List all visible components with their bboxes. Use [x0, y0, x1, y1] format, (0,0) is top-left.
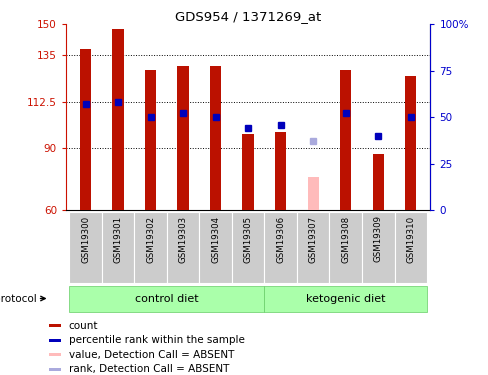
Bar: [112, 28, 123, 210]
Text: GSM19305: GSM19305: [243, 215, 252, 262]
Bar: [102, 212, 134, 283]
Bar: [49, 339, 61, 342]
Bar: [49, 324, 61, 327]
Text: value, Detection Call = ABSENT: value, Detection Call = ABSENT: [69, 350, 234, 360]
Bar: [69, 286, 264, 312]
Text: count: count: [69, 321, 98, 331]
Bar: [264, 212, 296, 283]
Bar: [394, 212, 426, 283]
Bar: [80, 49, 91, 210]
Bar: [296, 212, 329, 283]
Bar: [144, 70, 156, 210]
Bar: [199, 212, 231, 283]
Text: GSM19310: GSM19310: [406, 215, 414, 262]
Bar: [49, 353, 61, 356]
Text: protocol: protocol: [0, 294, 36, 303]
Bar: [177, 66, 188, 210]
Bar: [69, 212, 102, 283]
Text: GSM19306: GSM19306: [276, 215, 285, 262]
Bar: [242, 134, 253, 210]
Bar: [361, 212, 394, 283]
Bar: [307, 177, 318, 210]
Bar: [134, 212, 166, 283]
Text: ketogenic diet: ketogenic diet: [305, 294, 385, 303]
Bar: [274, 132, 286, 210]
Bar: [209, 66, 221, 210]
Text: control diet: control diet: [135, 294, 198, 303]
Text: GSM19308: GSM19308: [341, 215, 349, 262]
Bar: [264, 286, 426, 312]
Bar: [166, 212, 199, 283]
Text: rank, Detection Call = ABSENT: rank, Detection Call = ABSENT: [69, 364, 229, 374]
Title: GDS954 / 1371269_at: GDS954 / 1371269_at: [175, 10, 321, 23]
Bar: [404, 76, 416, 210]
Text: GSM19304: GSM19304: [211, 215, 220, 262]
Text: GSM19302: GSM19302: [146, 215, 155, 262]
Bar: [49, 368, 61, 371]
Bar: [329, 212, 361, 283]
Bar: [372, 154, 383, 210]
Text: GSM19301: GSM19301: [113, 215, 122, 262]
Text: GSM19300: GSM19300: [81, 215, 90, 262]
Bar: [231, 212, 264, 283]
Text: GSM19309: GSM19309: [373, 215, 382, 262]
Text: percentile rank within the sample: percentile rank within the sample: [69, 335, 244, 345]
Bar: [339, 70, 351, 210]
Text: GSM19307: GSM19307: [308, 215, 317, 262]
Text: GSM19303: GSM19303: [178, 215, 187, 262]
